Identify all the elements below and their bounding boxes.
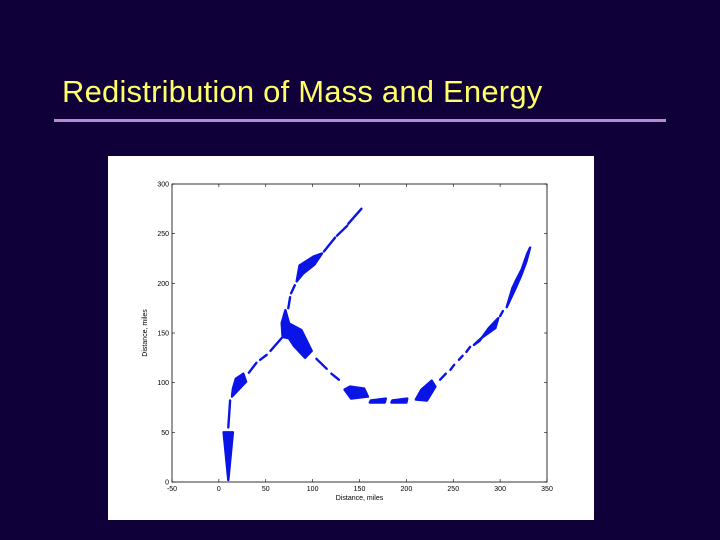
series-2-segment [414,379,437,402]
series-1-segment [269,336,283,353]
x-axis-label: Distance, miles [336,495,384,502]
series-2-segment [438,372,447,381]
series-2-segment [368,397,387,404]
y-tick-label: 150 [157,331,169,338]
y-tick-label: 300 [157,182,169,189]
series-1-segment [258,353,268,362]
x-tick-label: 200 [401,486,413,493]
series-2-segment [505,246,532,309]
y-tick-label: 200 [157,281,169,288]
x-tick-label: 0 [217,486,221,493]
x-tick-label: -50 [167,486,177,493]
x-tick-label: 50 [262,486,270,493]
series-1-segment [289,284,297,295]
x-tick-label: 350 [541,486,553,493]
series-1-segment [322,236,337,253]
series-2-segment [472,316,500,347]
series-1-segment [347,207,363,225]
y-axis-label: Distance, miles [142,309,149,357]
x-tick-label: 150 [354,486,366,493]
y-tick-label: 100 [157,380,169,387]
title-underline [54,119,666,122]
series-1-segment [222,431,235,482]
series-1-segment [227,399,232,429]
series-2-segment [330,372,341,381]
trajectory-chart: -50 0 50 100 150 200 250 300 3500501001502002503… [142,182,553,503]
x-tick-label: 300 [494,486,506,493]
series-2-segment [390,397,409,404]
x-tick-label: 100 [307,486,319,493]
series-2-segment [315,357,328,371]
slide-title: Redistribution of Mass and Energy [62,74,543,109]
series-2-segment [449,363,456,372]
series-2-segment [343,385,370,400]
y-tick-label: 250 [157,231,169,238]
series-1-segment [295,252,324,283]
series-1-segment [335,224,349,237]
series-1-segment [247,361,258,374]
series-2-segment [284,321,313,360]
y-tick-label: 50 [161,430,169,437]
y-tick-label: 0 [165,480,169,487]
series-1-segment [230,372,248,398]
series-2-segment [465,345,472,354]
series-2-segment [498,309,505,318]
series-2-segment [457,354,464,362]
chart-figure: -50 0 50 100 150 200 250 300 350 0 50 100 150 200 250 3… [108,156,594,520]
x-tick-label: 250 [447,486,459,493]
series-1-segment [287,295,292,310]
